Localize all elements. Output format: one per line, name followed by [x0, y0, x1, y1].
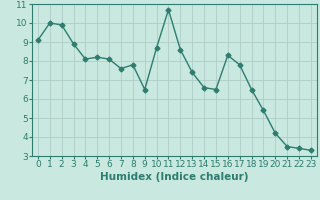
X-axis label: Humidex (Indice chaleur): Humidex (Indice chaleur): [100, 172, 249, 182]
